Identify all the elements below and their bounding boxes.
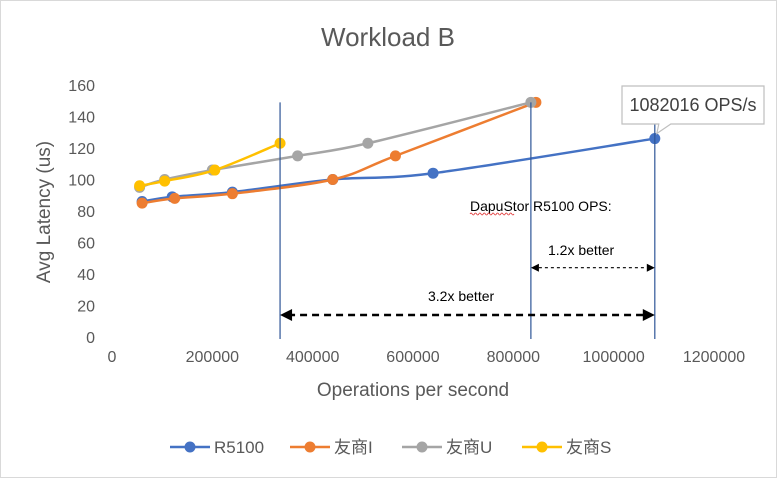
callout-box	[621, 85, 765, 135]
legend-label: 友商I	[334, 438, 373, 457]
legend-marker	[536, 441, 548, 453]
legend-marker	[184, 441, 196, 453]
data-point	[136, 197, 148, 209]
y-tick-label: 20	[77, 299, 95, 316]
legend-label: R5100	[214, 438, 264, 457]
data-point	[209, 164, 221, 176]
data-point	[292, 150, 304, 162]
legend-label: 友商S	[566, 438, 611, 457]
x-tick-label: 0	[108, 349, 117, 366]
x-tick-label: 1000000	[583, 349, 645, 366]
spellcheck-underline	[469, 212, 515, 216]
data-point	[169, 192, 181, 204]
y-tick-label: 100	[68, 173, 95, 190]
y-tick-label: 40	[77, 267, 95, 284]
better-2-text: 3.2x better	[428, 288, 494, 304]
series-line	[140, 101, 538, 205]
y-tick-label: 0	[86, 330, 95, 347]
x-tick-label: 1200000	[683, 349, 745, 366]
data-point	[327, 174, 339, 185]
x-tick-label: 400000	[286, 349, 339, 366]
arrow-1-2x-head-left	[530, 263, 539, 272]
data-point	[362, 137, 374, 149]
better-1-text: 1.2x better	[548, 242, 614, 258]
x-tick-label: 600000	[386, 349, 439, 366]
y-tick-label: 140	[68, 110, 95, 127]
data-point	[159, 175, 171, 187]
legend-marker	[416, 441, 428, 453]
data-point	[226, 188, 238, 200]
y-tick-label: 120	[68, 141, 95, 158]
plot-area	[134, 96, 661, 209]
arrow-1-2x-head-right	[646, 263, 655, 272]
chart-title: Workload B	[321, 22, 455, 52]
arrow-3-2x-head-right	[642, 308, 655, 321]
y-tick-label: 80	[77, 204, 95, 221]
series-line	[138, 142, 282, 188]
x-tick-label: 800000	[487, 349, 540, 366]
legend-marker	[304, 441, 316, 453]
x-axis-label: Operations per second	[317, 380, 509, 401]
y-tick-label: 160	[68, 78, 95, 95]
arrow-3-2x-head-left	[280, 308, 293, 321]
y-axis-label: Avg Latency (us)	[34, 141, 55, 283]
x-tick-label: 200000	[186, 349, 239, 366]
callout-text: 1082016 OPS/s	[629, 95, 756, 115]
annotations: 1082016 OPS/s DapuStor R5100 OPS: 1.2x bet…	[279, 85, 765, 339]
data-point	[134, 180, 146, 192]
legend: R5100 友商I 友商U 友商S	[170, 438, 611, 457]
data-point	[427, 167, 439, 179]
annotation-note: DapuStor R5100 OPS:	[470, 198, 612, 214]
legend-label: 友商U	[446, 438, 492, 457]
axes: 0 200000 400000 600000 800000 1000000 1200000 0…	[68, 78, 745, 366]
data-point	[389, 150, 401, 162]
y-tick-label: 60	[77, 236, 95, 253]
